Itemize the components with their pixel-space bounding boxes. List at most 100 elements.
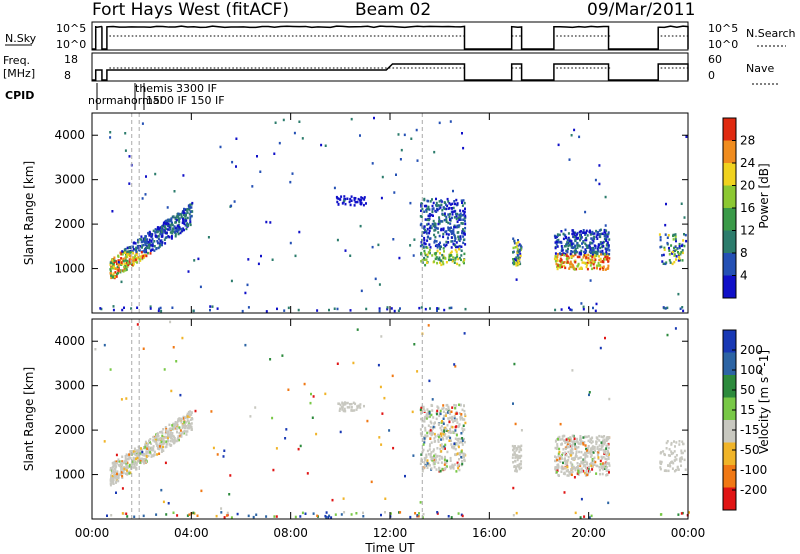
scatter-cell (659, 467, 662, 471)
scatter-cell (558, 457, 561, 460)
scatter-cell (436, 208, 439, 212)
scatter-cell (685, 239, 688, 243)
scatter-cell (591, 466, 593, 469)
scatter-cell (604, 255, 607, 259)
scatter-cell (606, 449, 609, 453)
scatter-cell (599, 250, 602, 253)
scatter-cell (578, 244, 581, 248)
scatter-cell (461, 201, 463, 204)
scatter-cell (126, 250, 129, 253)
scatter-cell (584, 252, 586, 256)
scatter-cell (587, 439, 590, 443)
scatter-cell (157, 435, 160, 438)
scatter-cell (449, 120, 452, 123)
scatter-cell (229, 474, 232, 477)
scatter-cell (433, 150, 436, 154)
scatter-cell (189, 222, 192, 225)
scatter-cell (443, 256, 446, 260)
scatter-cell (585, 254, 588, 257)
scatter-cell (132, 452, 135, 455)
scatter-cell (453, 415, 456, 418)
scatter-cell (567, 474, 570, 477)
scatter-cell (674, 235, 677, 238)
scatter-cell (463, 437, 465, 441)
scatter-cell (519, 244, 522, 247)
scatter-cell (189, 422, 192, 426)
scatter-cell (424, 435, 427, 439)
colorbar-tick-label: 15 (740, 403, 755, 417)
scatter-cell (443, 212, 446, 215)
scatter-cell (126, 253, 129, 257)
scatter-cell (442, 247, 445, 250)
scatter-cell (136, 454, 139, 457)
scatter-cell (582, 256, 585, 259)
scatter-cell (399, 158, 402, 161)
scatter-cell (127, 263, 130, 267)
scatter-cell (128, 455, 131, 459)
scatter-cell (148, 441, 151, 444)
scatter-cell (599, 264, 602, 267)
scatter-cell (584, 466, 587, 469)
scatter-cell (589, 448, 592, 452)
scatter-cell (340, 406, 343, 409)
scatter-cell (136, 261, 138, 264)
scatter-cell (446, 424, 449, 427)
scatter-cell (121, 474, 124, 478)
scatter-cell (128, 453, 131, 456)
scatter-cell (398, 511, 400, 514)
scatter-cell (337, 402, 340, 405)
scatter-cell (140, 447, 142, 450)
scatter-cell (275, 447, 278, 450)
scatter-cell (120, 263, 123, 266)
scatter-cell (584, 444, 587, 447)
scatter-cell (455, 470, 458, 473)
scatter-cell (678, 252, 681, 255)
scatter-cell (562, 232, 565, 236)
scatter-cell (148, 238, 151, 242)
scatter-cell (578, 255, 581, 259)
scatter-cell (596, 231, 599, 234)
scatter-cell (175, 425, 178, 428)
scatter-cell (579, 435, 582, 438)
scatter-cell (324, 144, 327, 147)
scatter-cell (577, 442, 580, 445)
scatter-cell (188, 206, 191, 209)
scatter-cell (161, 228, 163, 232)
scatter-cell (576, 233, 578, 236)
scatter-cell (147, 446, 150, 449)
scatter-cell (464, 243, 467, 246)
scatter-cell (184, 224, 187, 227)
scatter-cell (598, 255, 600, 258)
colorbar-swatch (723, 330, 736, 353)
scatter-cell (571, 444, 573, 447)
scatter-cell (585, 472, 588, 475)
scatter-cell (172, 346, 175, 349)
scatter-cell (147, 454, 150, 458)
scatter-cell (596, 445, 599, 449)
scatter-cell (515, 264, 518, 267)
scatter-cell (668, 448, 671, 451)
scatter-cell (260, 254, 262, 258)
scatter-cell (146, 251, 149, 255)
scatter-cell (371, 245, 374, 249)
scatter-cell (603, 439, 606, 442)
scatter-cell (675, 255, 678, 258)
scatter-cell (185, 212, 188, 215)
scatter-cell (419, 432, 422, 435)
scatter-cell (518, 248, 521, 252)
scatter-cell (168, 423, 171, 427)
scatter-cell (435, 197, 437, 201)
scatter-cell (568, 445, 570, 449)
scatter-cell (449, 203, 452, 206)
scatter-cell (222, 455, 225, 458)
scatter-cell (160, 309, 163, 313)
scatter-cell (194, 409, 197, 413)
scatter-cell (680, 251, 683, 254)
scatter-cell (185, 430, 188, 433)
scatter-cell (454, 258, 457, 262)
scatter-cell (339, 403, 342, 407)
scatter-cell (566, 241, 569, 244)
scatter-cell (670, 443, 673, 446)
scatter-cell (126, 246, 129, 250)
scatter-cell (110, 266, 113, 269)
